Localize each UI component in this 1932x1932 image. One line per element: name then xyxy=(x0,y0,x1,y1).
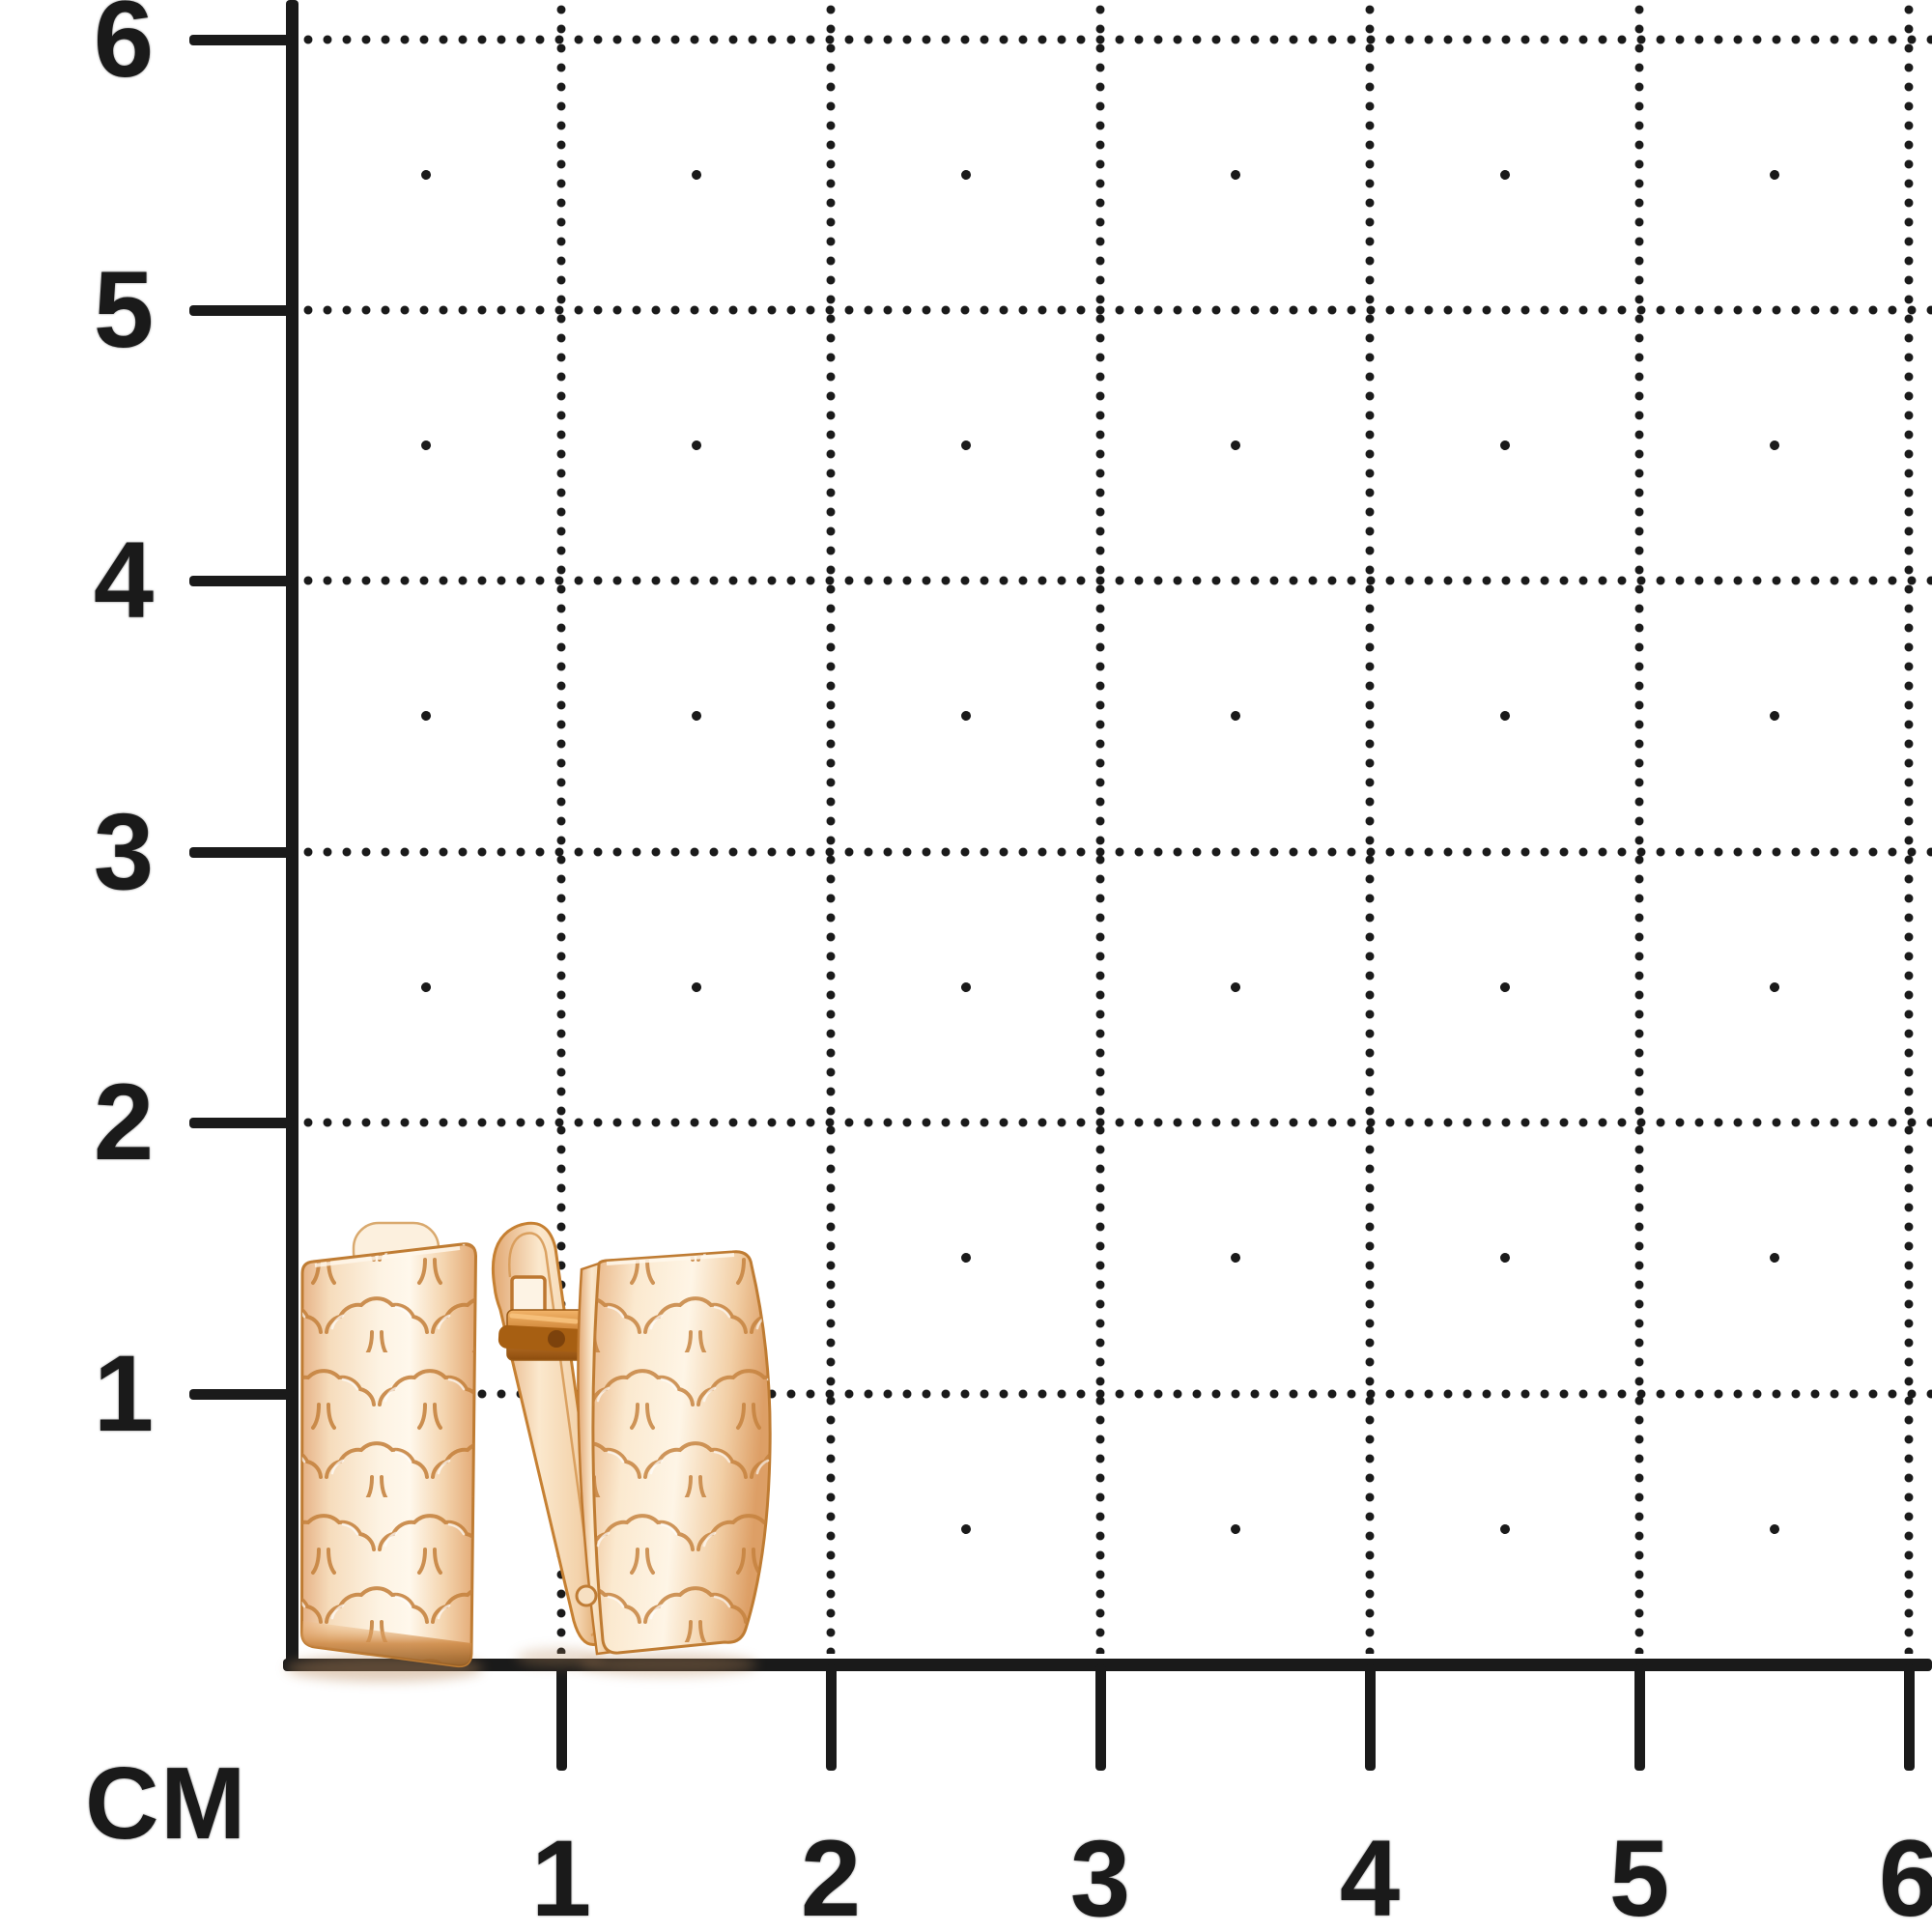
cell-center-dot xyxy=(959,1251,973,1264)
x-axis-tick-4 xyxy=(1364,1664,1376,1771)
y-axis-tick-4 xyxy=(189,575,294,586)
cell-center-dot xyxy=(419,168,433,182)
x-axis-tick-1 xyxy=(555,1664,567,1771)
cell-center-dot xyxy=(419,709,433,723)
cell-center-dot xyxy=(1768,980,1781,994)
cell-center-dot xyxy=(1229,709,1242,723)
clasp-hinge xyxy=(497,1309,594,1361)
y-axis-label-5: 5 xyxy=(93,249,155,370)
gridline-horizontal-2 xyxy=(298,1118,1932,1127)
x-axis-label-3: 3 xyxy=(1069,1818,1131,1932)
gridline-horizontal-5 xyxy=(298,305,1932,315)
cell-center-dot xyxy=(1229,168,1242,182)
x-axis-label-6: 6 xyxy=(1878,1818,1932,1932)
gridline-vertical-3 xyxy=(1095,0,1105,1654)
cell-center-dot xyxy=(1229,1251,1242,1264)
cell-center-dot xyxy=(1768,168,1781,182)
y-axis-tick-6 xyxy=(189,34,294,45)
x-axis-label-5: 5 xyxy=(1608,1818,1670,1932)
cell-center-dot xyxy=(959,168,973,182)
cell-center-dot xyxy=(959,1522,973,1536)
gridline-horizontal-6 xyxy=(298,35,1932,44)
cell-center-dot xyxy=(1768,709,1781,723)
cell-center-dot xyxy=(419,439,433,452)
cell-center-dot xyxy=(690,439,703,452)
y-axis-label-6: 6 xyxy=(93,0,155,99)
cell-center-dot xyxy=(1498,168,1512,182)
earrings-photo xyxy=(286,1221,772,1682)
cell-center-dot xyxy=(690,980,703,994)
cell-center-dot xyxy=(1768,1251,1781,1264)
cell-center-dot xyxy=(1498,1251,1512,1264)
y-axis-tick-3 xyxy=(189,846,294,858)
hinge-screw xyxy=(575,1584,598,1607)
cell-center-dot xyxy=(1768,1522,1781,1536)
cell-center-dot xyxy=(1229,980,1242,994)
cell-center-dot xyxy=(1229,439,1242,452)
gridline-vertical-6 xyxy=(1904,0,1914,1654)
x-axis-tick-5 xyxy=(1634,1664,1645,1771)
gridline-vertical-5 xyxy=(1634,0,1644,1654)
y-axis-label-1: 1 xyxy=(93,1333,155,1454)
left-earring xyxy=(299,1221,478,1668)
cell-center-dot xyxy=(1498,980,1512,994)
cell-center-dot xyxy=(1498,439,1512,452)
gridline-horizontal-4 xyxy=(298,576,1932,585)
left-earring-bottom-lip xyxy=(301,1621,471,1666)
cell-center-dot xyxy=(419,980,433,994)
y-axis-label-3: 3 xyxy=(93,791,155,912)
cell-center-dot xyxy=(959,709,973,723)
right-earring-pattern xyxy=(592,1251,771,1654)
x-axis-tick-2 xyxy=(825,1664,837,1771)
y-axis-label-2: 2 xyxy=(93,1062,155,1182)
cell-center-dot xyxy=(959,980,973,994)
cell-center-dot xyxy=(959,439,973,452)
x-axis-label-2: 2 xyxy=(800,1818,862,1932)
y-axis-label-4: 4 xyxy=(93,520,155,640)
left-earring-pattern xyxy=(301,1243,476,1666)
gridline-vertical-4 xyxy=(1365,0,1375,1654)
cell-center-dot xyxy=(690,709,703,723)
cell-center-dot xyxy=(1229,1522,1242,1536)
y-axis-tick-1 xyxy=(189,1388,294,1400)
gridline-vertical-2 xyxy=(826,0,836,1654)
x-axis-label-1: 1 xyxy=(530,1818,592,1932)
x-axis-tick-3 xyxy=(1094,1664,1106,1771)
y-axis-tick-2 xyxy=(189,1117,294,1128)
cell-center-dot xyxy=(1768,439,1781,452)
x-axis-tick-6 xyxy=(1903,1664,1915,1771)
cell-center-dot xyxy=(1498,1522,1512,1536)
unit-label-cm: СМ xyxy=(85,1747,249,1861)
y-axis-line xyxy=(286,0,298,1671)
x-axis-label-4: 4 xyxy=(1339,1818,1401,1932)
y-axis-tick-5 xyxy=(189,304,294,316)
cell-center-dot xyxy=(1498,709,1512,723)
cell-center-dot xyxy=(690,168,703,182)
right-earring xyxy=(491,1221,772,1656)
gridline-horizontal-1 xyxy=(298,1389,1932,1399)
gridline-vertical-1 xyxy=(556,0,566,1654)
gridline-horizontal-3 xyxy=(298,847,1932,857)
